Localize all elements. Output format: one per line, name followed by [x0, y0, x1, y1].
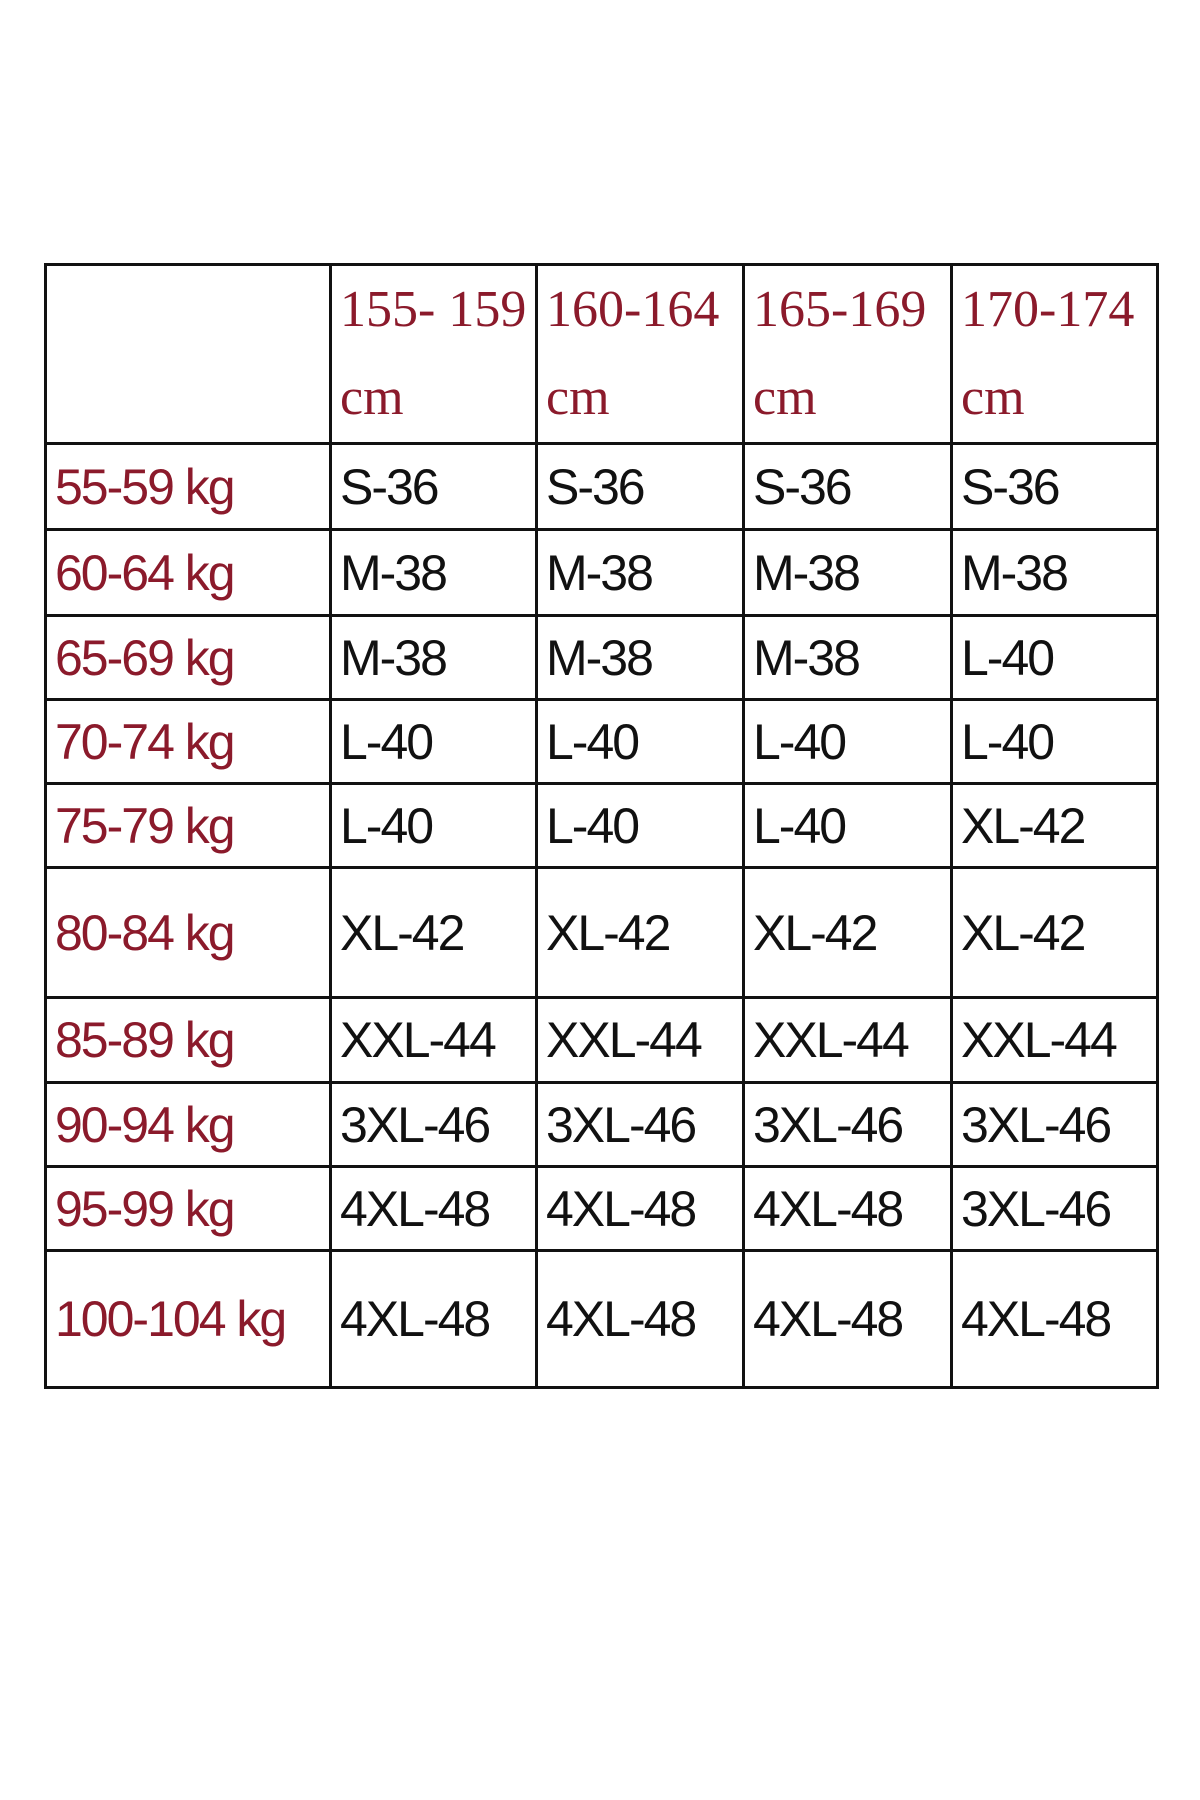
weight-label: 70-74 kg: [44, 698, 332, 785]
size-cell: 3XL-46: [742, 1081, 953, 1168]
size-row: 100-104 kg 4XL-48 4XL-48 4XL-48 4XL-48: [44, 1249, 1159, 1389]
size-row: 90-94 kg 3XL-46 3XL-46 3XL-46 3XL-46: [44, 1081, 1159, 1168]
size-cell: L-40: [329, 698, 538, 785]
height-header: 165-169 cm: [742, 263, 953, 445]
size-row: 60-64 kg M-38 M-38 M-38 M-38: [44, 528, 1159, 617]
weight-label: 55-59 kg: [44, 442, 332, 531]
size-cell: L-40: [535, 782, 745, 869]
size-cell: M-38: [329, 528, 538, 617]
size-cell: L-40: [329, 782, 538, 869]
size-cell: M-38: [535, 614, 745, 701]
weight-label: 80-84 kg: [44, 866, 332, 999]
size-row: 65-69 kg M-38 M-38 M-38 L-40: [44, 614, 1159, 701]
size-cell: XL-42: [950, 866, 1159, 999]
size-cell: L-40: [950, 698, 1159, 785]
size-row: 55-59 kg S-36 S-36 S-36 S-36: [44, 442, 1159, 531]
size-cell: XXL-44: [742, 996, 953, 1084]
header-row: 155- 159 cm 160-164 cm 165-169 cm 170-174 c…: [44, 263, 1159, 445]
size-cell: 4XL-48: [535, 1249, 745, 1389]
size-cell: XL-42: [535, 866, 745, 999]
size-row: 85-89 kg XXL-44 XXL-44 XXL-44 XXL-44: [44, 996, 1159, 1084]
size-cell: M-38: [742, 528, 953, 617]
size-cell: L-40: [535, 698, 745, 785]
weight-label: 85-89 kg: [44, 996, 332, 1084]
height-header: 155- 159 cm: [329, 263, 538, 445]
size-chart: 155- 159 cm 160-164 cm 165-169 cm 170-174 c…: [44, 263, 1159, 1389]
weight-label: 75-79 kg: [44, 782, 332, 869]
size-row: 75-79 kg L-40 L-40 L-40 XL-42: [44, 782, 1159, 869]
size-cell: S-36: [329, 442, 538, 531]
weight-label: 100-104 kg: [44, 1249, 332, 1389]
size-cell: M-38: [950, 528, 1159, 617]
size-cell: XL-42: [950, 782, 1159, 869]
table-body: 155- 159 cm 160-164 cm 165-169 cm 170-174 c…: [44, 263, 1159, 1389]
size-cell: 4XL-48: [742, 1165, 953, 1252]
size-cell: XXL-44: [950, 996, 1159, 1084]
size-cell: XL-42: [329, 866, 538, 999]
size-cell: XXL-44: [329, 996, 538, 1084]
weight-label: 65-69 kg: [44, 614, 332, 701]
size-cell: 3XL-46: [950, 1081, 1159, 1168]
size-cell: 3XL-46: [535, 1081, 745, 1168]
size-cell: S-36: [950, 442, 1159, 531]
size-cell: M-38: [535, 528, 745, 617]
size-cell: S-36: [535, 442, 745, 531]
size-cell: 3XL-46: [950, 1165, 1159, 1252]
size-row: 80-84 kg XL-42 XL-42 XL-42 XL-42: [44, 866, 1159, 999]
weight-label: 60-64 kg: [44, 528, 332, 617]
size-cell: 4XL-48: [329, 1165, 538, 1252]
height-header: 160-164 cm: [535, 263, 745, 445]
size-cell: M-38: [742, 614, 953, 701]
size-cell: L-40: [742, 782, 953, 869]
corner-cell: [44, 263, 332, 445]
size-cell: XL-42: [742, 866, 953, 999]
size-cell: M-38: [329, 614, 538, 701]
size-cell: L-40: [742, 698, 953, 785]
weight-label: 90-94 kg: [44, 1081, 332, 1168]
size-cell: XXL-44: [535, 996, 745, 1084]
size-cell: 4XL-48: [950, 1249, 1159, 1389]
size-cell: 4XL-48: [742, 1249, 953, 1389]
size-row: 70-74 kg L-40 L-40 L-40 L-40: [44, 698, 1159, 785]
size-cell: L-40: [950, 614, 1159, 701]
size-cell: 4XL-48: [535, 1165, 745, 1252]
size-cell: S-36: [742, 442, 953, 531]
height-header: 170-174 cm: [950, 263, 1159, 445]
weight-label: 95-99 kg: [44, 1165, 332, 1252]
size-cell: 4XL-48: [329, 1249, 538, 1389]
size-cell: 3XL-46: [329, 1081, 538, 1168]
size-row: 95-99 kg 4XL-48 4XL-48 4XL-48 3XL-46: [44, 1165, 1159, 1252]
